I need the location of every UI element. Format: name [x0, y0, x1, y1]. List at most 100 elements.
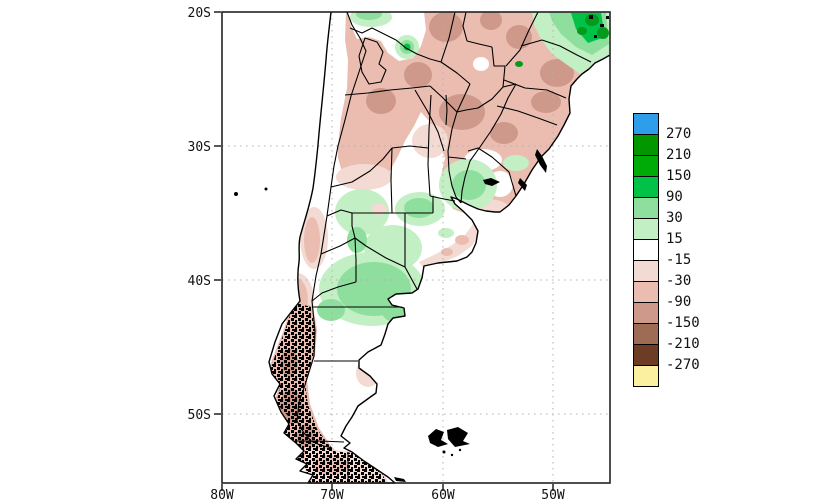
anomaly-green-deep-spot — [597, 27, 609, 39]
coastal-island — [264, 187, 268, 191]
border-brazil-state-3 — [496, 105, 558, 126]
anomaly-green-central-core — [317, 299, 345, 321]
anomaly-green-deep-spot — [585, 14, 599, 26]
border-uruguay-river — [460, 83, 517, 204]
anomaly-fringe-pale — [412, 124, 448, 158]
legend-label: -90 — [666, 294, 692, 310]
lon-tick-label-50w: 50W — [541, 488, 565, 502]
border-paraguay-river-north — [462, 11, 468, 42]
anomaly-chile-strip-core — [304, 217, 320, 263]
border-neuquen — [311, 237, 357, 302]
legend-cell — [633, 260, 659, 282]
lon-tick-label-60w: 60W — [431, 488, 455, 502]
falkland-island-west — [428, 429, 448, 447]
border-salta-chaco — [344, 85, 458, 113]
border-brazil-parana-river — [505, 11, 539, 67]
legend-label: 210 — [666, 147, 692, 163]
legend-label: 90 — [666, 189, 683, 205]
anomaly-patch-dark — [429, 12, 463, 42]
anomaly-green-small — [438, 228, 454, 238]
archipelago-layer — [270, 303, 386, 483]
anomaly-fringe-pale — [336, 164, 392, 190]
anomaly-green-top-edge-core — [356, 12, 382, 20]
border-cuyo-diagonal — [326, 147, 393, 217]
border-cordoba-north — [391, 145, 429, 149]
legend-cell — [633, 239, 659, 261]
anomaly-pink-spot-inland — [371, 203, 387, 215]
falkland-islet — [442, 450, 446, 454]
anomaly-patch-dark — [540, 59, 574, 87]
anomaly-green-central-core — [404, 198, 434, 218]
border-santa-fe-south — [429, 195, 456, 202]
borders-layer — [296, 11, 592, 483]
border-bolivia-argentina — [349, 27, 442, 63]
isla-de-los-estados — [394, 477, 406, 482]
border-jujuy-loop — [358, 37, 387, 85]
legend-cell — [633, 302, 659, 324]
border-chaco-corrientes — [445, 94, 448, 126]
anomaly-patch-dark — [490, 122, 518, 144]
legend-label: 150 — [666, 168, 692, 184]
anomaly-patch-dark — [506, 25, 532, 49]
legend-cell — [633, 218, 659, 240]
anomaly-dark-speck — [594, 35, 597, 38]
anomaly-dark-speck — [600, 24, 604, 27]
legend-label: 15 — [666, 231, 683, 247]
legend-cell — [633, 344, 659, 366]
border-santiago-chaco — [414, 89, 445, 152]
anomaly-shading-layer — [269, 12, 610, 483]
legend-label: -30 — [666, 273, 692, 289]
legend-cell — [633, 365, 659, 387]
anomaly-patch-dark — [404, 62, 432, 88]
border-brazil-state-1 — [520, 39, 592, 63]
lon-tick-label-70w: 70W — [320, 488, 344, 502]
anomaly-green-uruguay-core — [452, 170, 486, 200]
axis-ticks — [214, 11, 554, 491]
anomaly-green-deep-spot — [577, 27, 587, 35]
border-la-pampa — [351, 212, 406, 268]
legend-cell — [633, 197, 659, 219]
anomaly-dark-speck — [589, 15, 593, 19]
neutral-white-area — [473, 57, 489, 71]
legend-label: 270 — [666, 126, 692, 142]
legend-label: -210 — [666, 336, 700, 352]
rincon-del-bonete-lake — [483, 178, 500, 186]
border-argentina-paraguay-river — [456, 83, 471, 113]
legend-label: 30 — [666, 210, 683, 226]
lon-tick-label-80w: 80W — [210, 488, 234, 502]
colorbar-legend — [633, 113, 659, 387]
border-buenos-aires-south — [404, 266, 418, 290]
lagoa-dos-patos — [535, 149, 547, 173]
anomaly-green-central — [335, 189, 389, 235]
anomaly-patch-dark — [480, 12, 502, 30]
legend-cell — [633, 176, 659, 198]
border-cordoba-west — [390, 147, 393, 214]
falkland-islet — [450, 453, 454, 457]
legend-cell — [633, 134, 659, 156]
border-pilcomayo — [440, 61, 471, 85]
legend-label: -270 — [666, 357, 700, 373]
lat-tick-label-30s: 30S — [188, 140, 211, 155]
falkland-island-east — [447, 427, 470, 447]
lat-tick-label-50s: 50S — [188, 408, 211, 423]
tierra-del-fuego-speckle — [307, 449, 386, 483]
anomaly-green-deep-spot — [515, 61, 523, 67]
border-misiones-tip — [502, 83, 517, 88]
anomaly-patch-dark — [366, 88, 396, 114]
border-santa-cruz-south — [297, 440, 345, 443]
water-bodies-layer — [234, 149, 547, 482]
legend-cell — [633, 281, 659, 303]
border-paraguay-brazil-east — [491, 46, 506, 88]
legend-label: -15 — [666, 252, 692, 268]
border-corrientes-entre-rios — [447, 156, 467, 160]
anomaly-dark-speck — [606, 16, 609, 19]
legend-cell — [633, 113, 659, 135]
anomaly-coastal-spot — [441, 248, 453, 256]
legend-cell — [633, 155, 659, 177]
anomaly-green-salta-center — [403, 43, 411, 51]
border-uruguay-brazil — [467, 147, 517, 197]
border-santa-fe-west — [427, 94, 432, 197]
legend-label: -150 — [666, 315, 700, 331]
anomaly-coastal-spot — [455, 235, 469, 245]
